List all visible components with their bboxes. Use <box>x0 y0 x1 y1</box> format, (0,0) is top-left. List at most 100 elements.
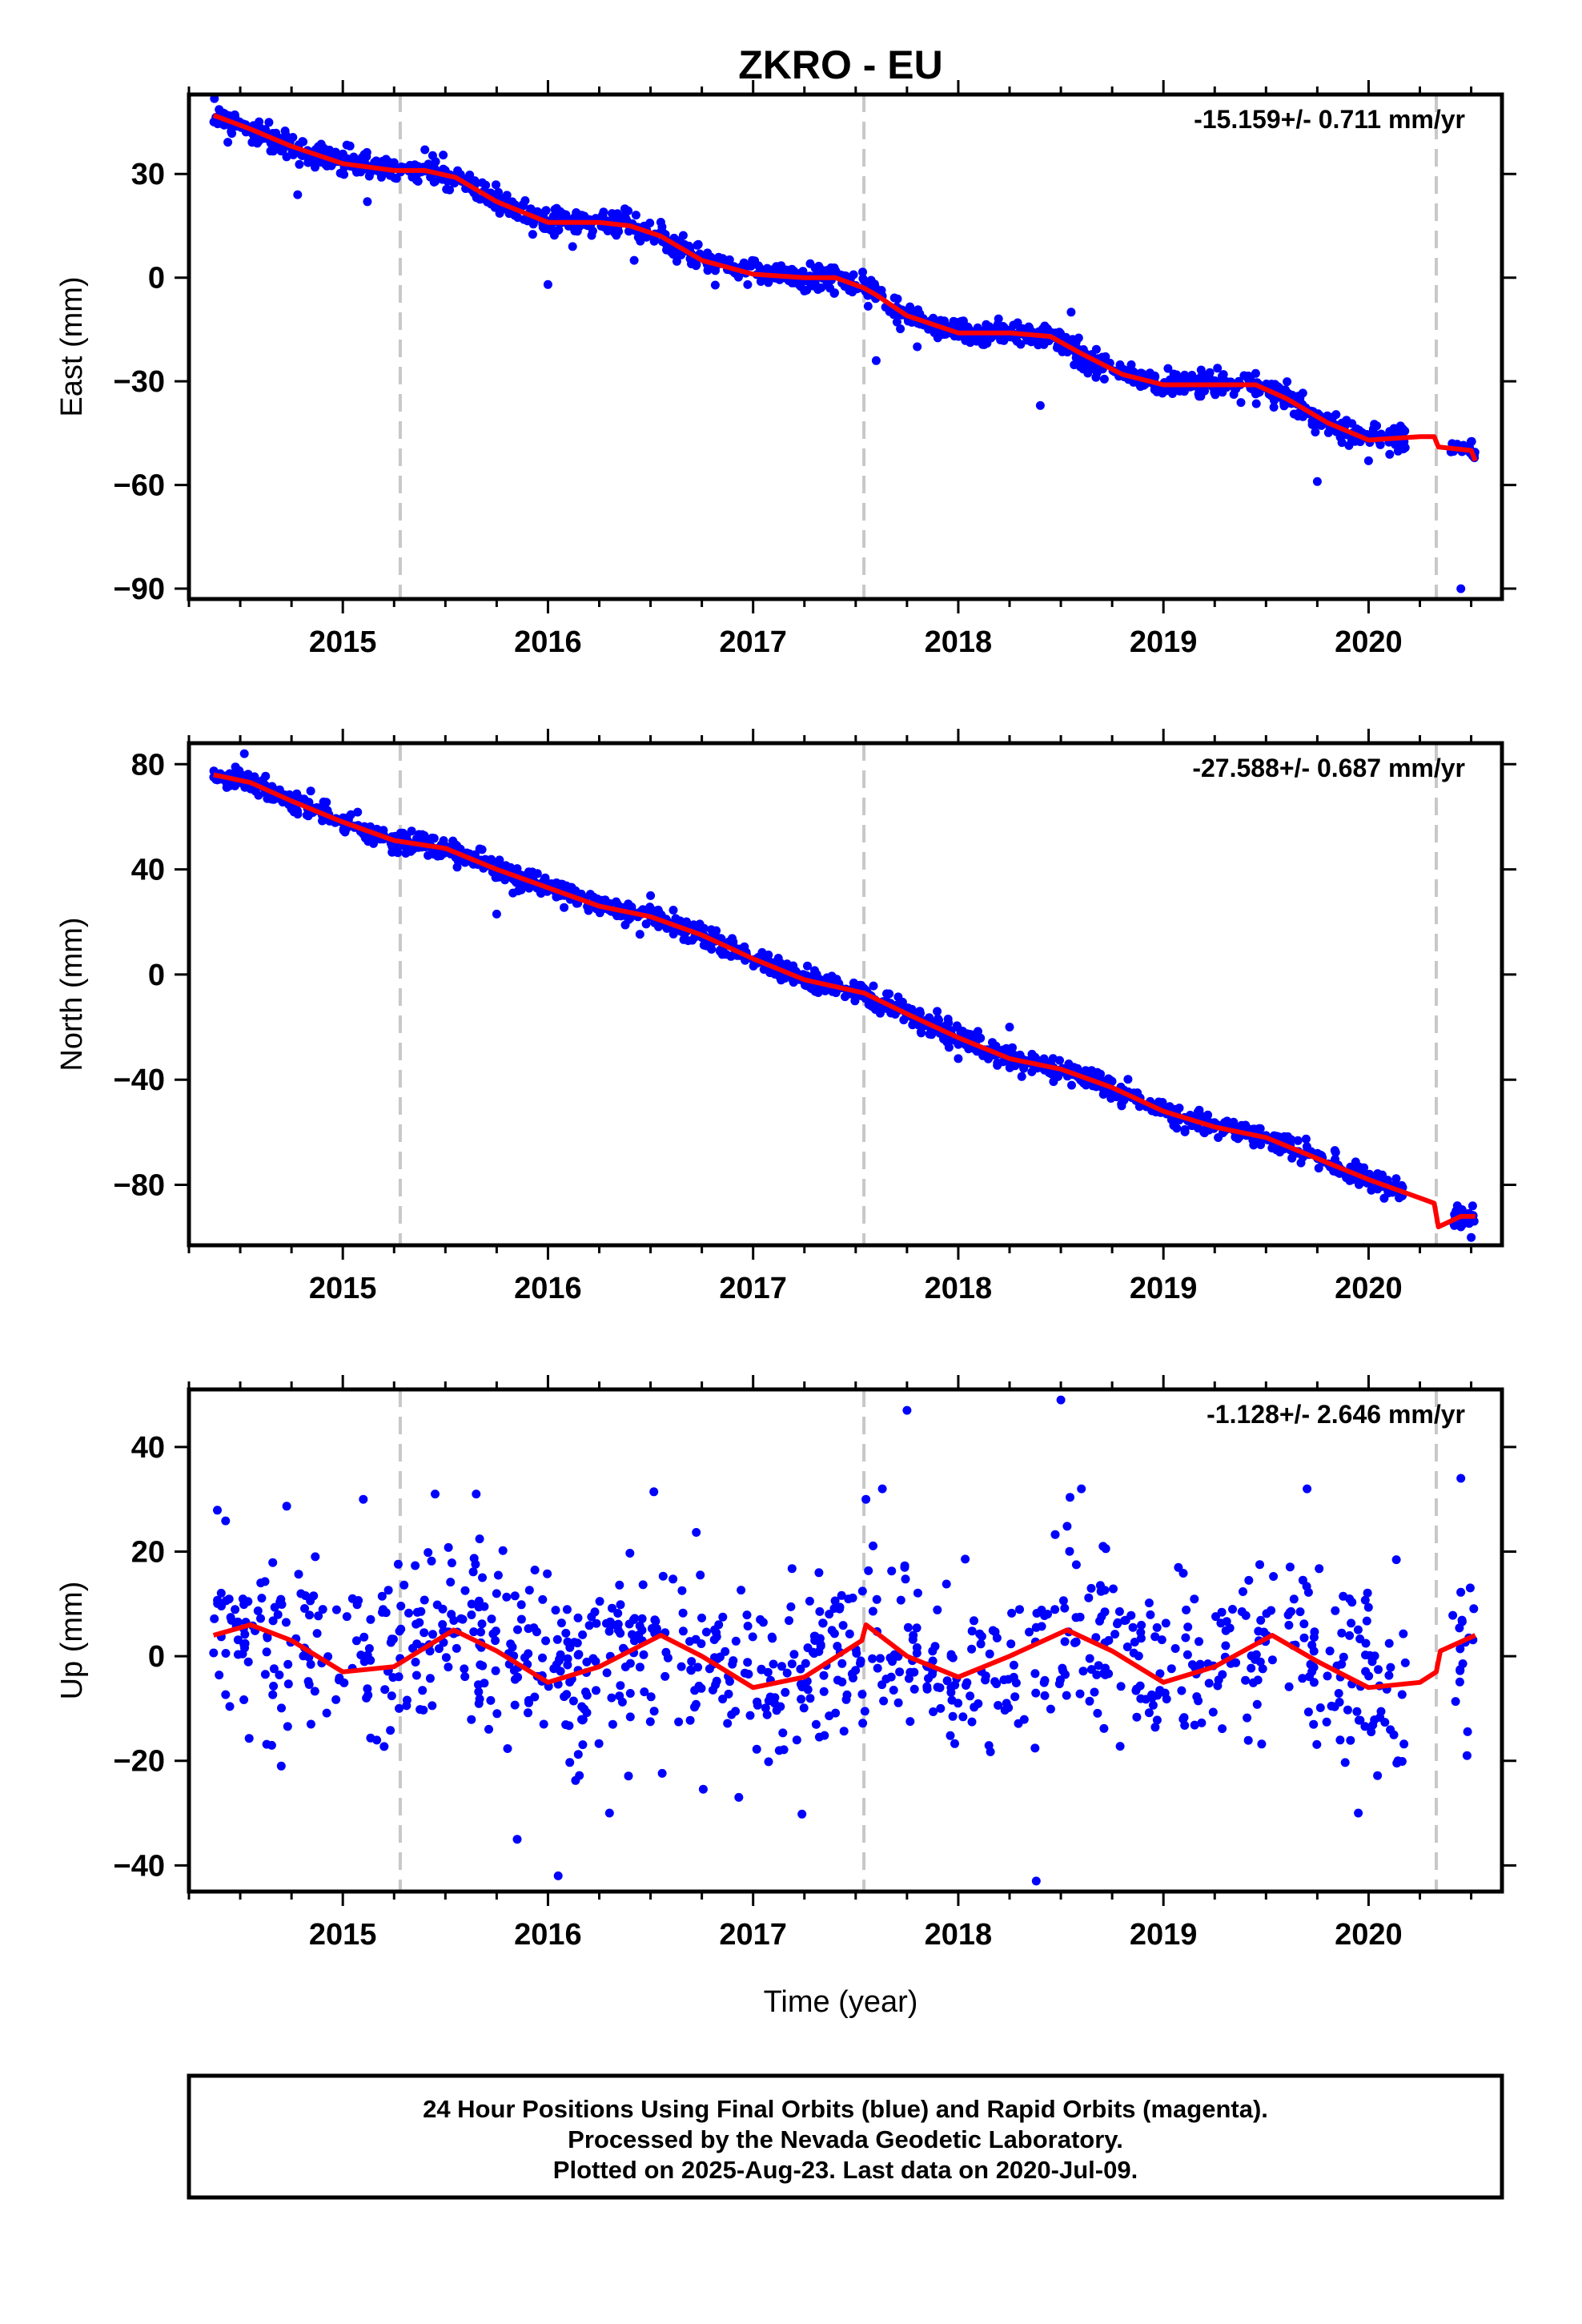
data-point <box>786 1602 796 1611</box>
data-point <box>584 1621 594 1630</box>
data-point <box>1241 1675 1251 1685</box>
data-point <box>781 974 789 983</box>
data-point <box>444 1663 453 1672</box>
data-point <box>578 1630 588 1639</box>
data-point <box>562 1605 572 1614</box>
data-point <box>295 159 304 169</box>
y-tick-label: −60 <box>114 469 165 503</box>
data-point <box>993 1058 1002 1068</box>
data-point <box>844 1594 853 1604</box>
data-point <box>922 1682 932 1691</box>
y-axis-label: Up (mm) <box>55 1582 89 1700</box>
data-point <box>311 1552 320 1562</box>
data-point <box>777 1662 786 1671</box>
plot-frame <box>187 1387 1504 1894</box>
data-point <box>262 1647 271 1657</box>
data-point <box>431 157 440 167</box>
data-point <box>1152 1715 1162 1725</box>
data-point <box>446 1578 456 1587</box>
data-point <box>264 118 274 127</box>
data-point <box>673 251 681 260</box>
data-point <box>1195 1637 1203 1647</box>
data-point <box>1380 1718 1390 1727</box>
data-point <box>833 1642 842 1651</box>
data-point <box>705 1664 714 1674</box>
data-point <box>678 1608 688 1618</box>
data-point <box>1283 377 1292 387</box>
data-point <box>1037 1622 1046 1631</box>
data-point <box>1360 1722 1370 1731</box>
data-point <box>781 1687 790 1697</box>
fit-line <box>212 1622 1476 1691</box>
data-point <box>710 280 720 290</box>
data-point <box>1399 1629 1408 1638</box>
data-point <box>674 1717 684 1727</box>
data-point <box>845 1629 854 1638</box>
data-point <box>1194 1696 1203 1706</box>
data-point <box>1150 385 1159 395</box>
data-point <box>641 232 651 242</box>
data-point <box>475 844 484 854</box>
data-point <box>318 1605 327 1614</box>
x-tick-label: 2015 <box>309 1918 377 1952</box>
data-point <box>233 1650 243 1659</box>
data-point <box>1092 1670 1102 1679</box>
data-point <box>1374 1665 1383 1675</box>
data-point <box>1269 403 1279 412</box>
data-point <box>538 1594 548 1604</box>
y-tick-label: 40 <box>131 1431 165 1465</box>
data-point <box>1352 1707 1362 1716</box>
data-point <box>1257 1739 1267 1749</box>
data-point <box>630 1614 640 1623</box>
data-point <box>805 1694 815 1703</box>
data-point <box>538 1653 547 1663</box>
data-point <box>1091 1633 1101 1642</box>
data-point <box>1146 1610 1155 1619</box>
data-point <box>952 1021 962 1031</box>
data-point <box>613 1619 623 1629</box>
data-point <box>217 1602 226 1610</box>
data-point <box>1330 1146 1339 1156</box>
data-point <box>305 1610 314 1620</box>
x-tick-label: 2017 <box>719 625 787 659</box>
data-point <box>498 1546 508 1555</box>
data-point <box>1155 1669 1165 1679</box>
data-point <box>223 138 233 147</box>
data-point <box>974 336 983 345</box>
data-point <box>1003 1675 1013 1684</box>
data-point <box>905 1667 915 1677</box>
data-point <box>1126 1610 1136 1620</box>
data-point <box>1174 1104 1184 1113</box>
data-point <box>458 1614 468 1624</box>
data-point <box>306 1659 315 1669</box>
data-point <box>374 158 383 167</box>
data-point <box>414 830 424 839</box>
x-tick-label: 2015 <box>309 625 377 659</box>
data-point <box>1397 1690 1407 1699</box>
data-point <box>1187 1660 1197 1670</box>
data-point <box>442 184 452 194</box>
data-point <box>839 1727 849 1736</box>
data-point <box>1259 1627 1269 1637</box>
data-point <box>1187 371 1197 380</box>
data-point <box>1179 387 1189 396</box>
data-point <box>929 1707 938 1716</box>
data-point <box>1155 1686 1165 1695</box>
data-point <box>1448 1610 1458 1620</box>
data-point <box>1457 1615 1467 1625</box>
data-point <box>1115 1742 1125 1751</box>
data-point <box>1213 364 1223 373</box>
data-point <box>620 1663 630 1671</box>
data-point <box>562 1690 572 1699</box>
data-point <box>662 245 671 255</box>
data-point <box>697 1683 706 1693</box>
outlier-point <box>954 1054 963 1063</box>
data-point <box>1335 1735 1345 1745</box>
data-point <box>638 1580 648 1590</box>
data-point <box>1267 380 1276 389</box>
data-point <box>556 1667 565 1676</box>
data-point <box>1066 1493 1074 1502</box>
data-point <box>543 1569 552 1578</box>
data-point <box>742 1610 752 1620</box>
data-point <box>560 903 569 912</box>
